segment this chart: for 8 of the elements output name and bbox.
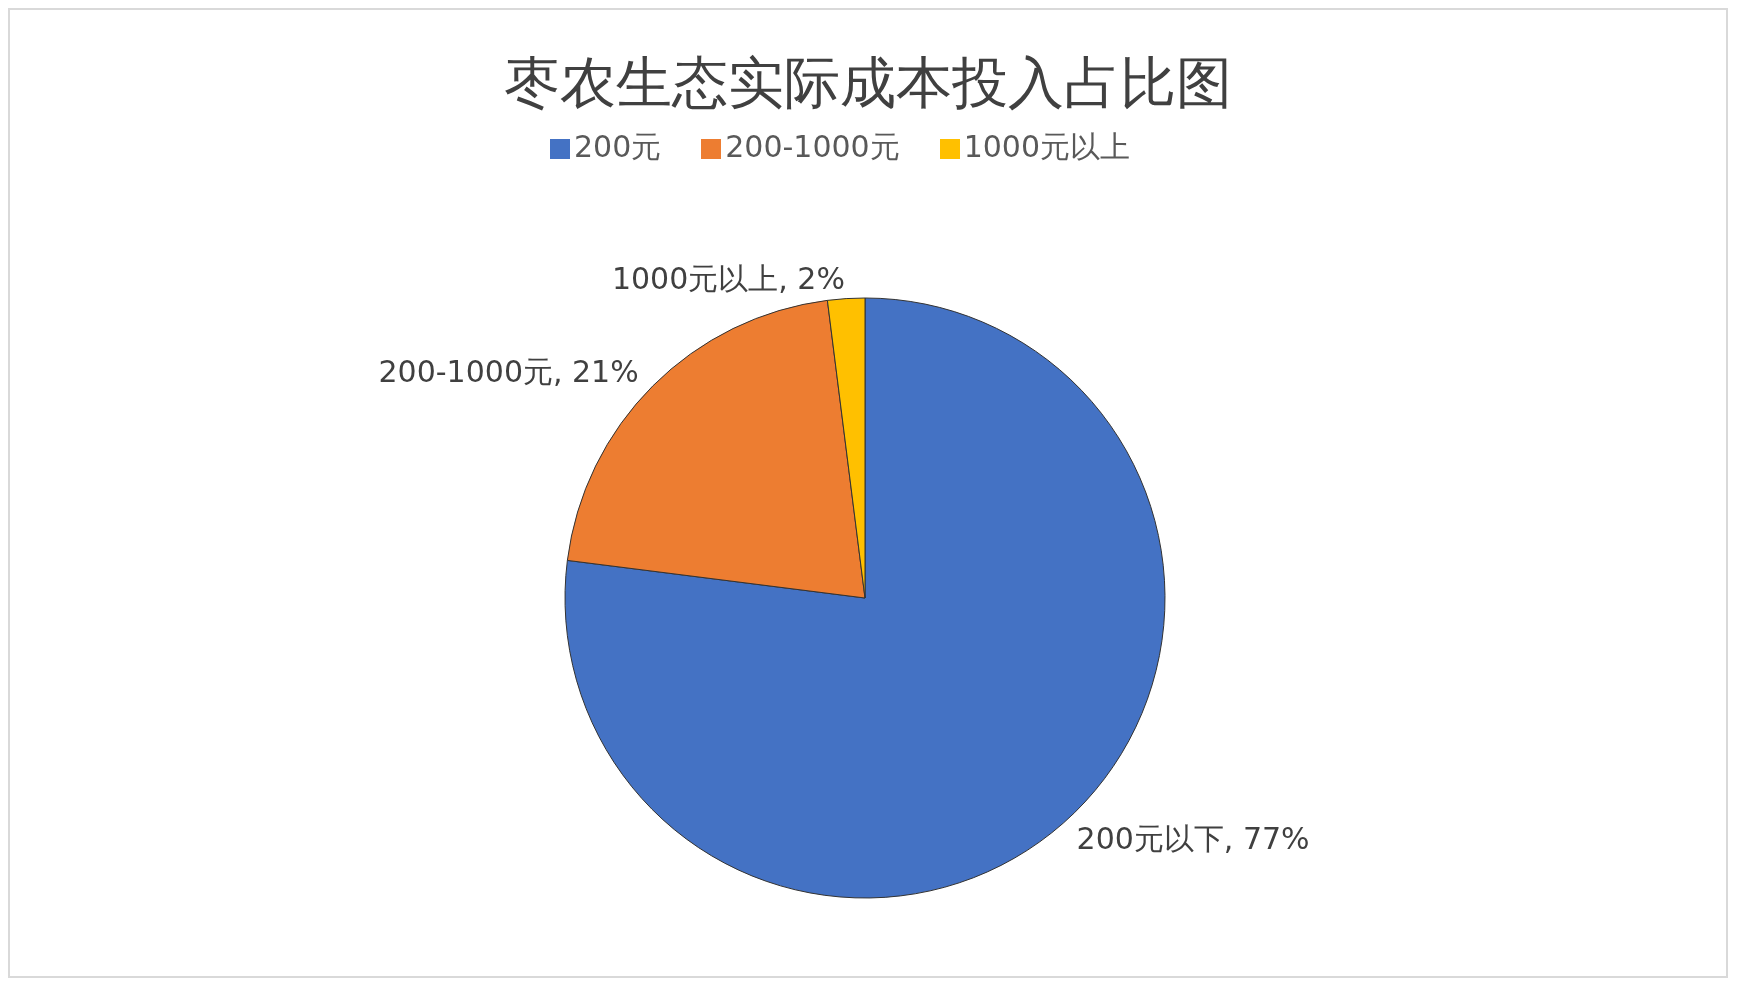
legend-label: 1000元以上 <box>963 129 1131 164</box>
legend-label: 200元 <box>573 129 662 164</box>
pie-slice <box>564 297 1166 899</box>
data-label: 200元以下, 77% <box>1076 820 1310 856</box>
data-label: 1000元以上, 2% <box>611 261 845 297</box>
data-label: 200-1000元, 21% <box>378 354 639 390</box>
chart-title: 枣农生态实际成本投入占比图 <box>503 49 1233 117</box>
legend-label: 200-1000元 <box>725 129 900 164</box>
